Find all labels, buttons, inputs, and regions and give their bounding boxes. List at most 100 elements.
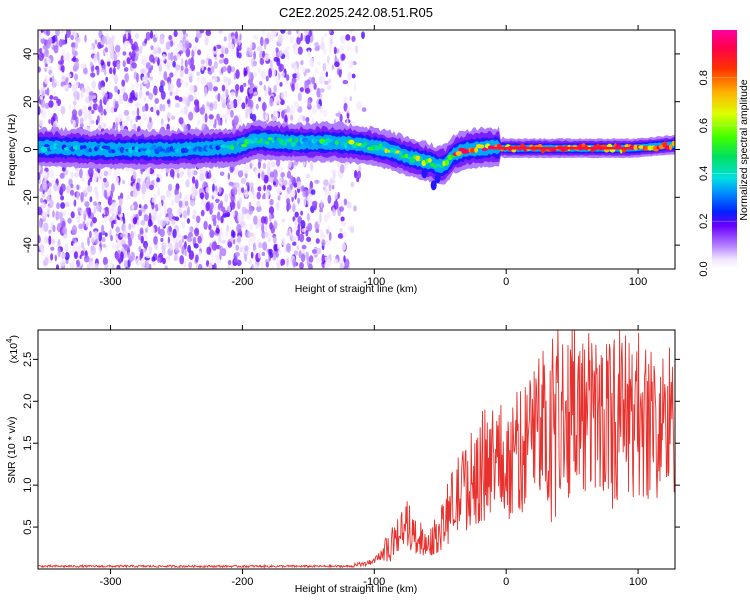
noise-cell — [210, 202, 214, 210]
noise-cell — [257, 172, 261, 179]
noise-cell — [307, 222, 313, 232]
x-tick-label: -200 — [231, 576, 253, 588]
noise-cell — [197, 263, 203, 269]
noise-cell — [137, 178, 141, 183]
noise-cell — [249, 112, 253, 120]
noise-cell — [111, 36, 114, 45]
noise-cell — [154, 98, 159, 104]
noise-cell — [173, 254, 179, 259]
noise-cell — [208, 224, 212, 231]
x-tick-label: 100 — [629, 576, 647, 588]
noise-cell — [249, 182, 254, 188]
noise-cell — [96, 202, 101, 212]
noise-cell — [175, 87, 179, 96]
noise-cell — [94, 186, 98, 195]
noise-cell — [51, 82, 57, 88]
noise-cell — [130, 119, 133, 125]
noise-cell — [300, 210, 303, 216]
ridge-cell — [671, 140, 675, 147]
noise-cell — [277, 195, 281, 201]
noise-cell — [191, 189, 195, 200]
ridge-cell — [455, 151, 462, 156]
noise-cell — [102, 96, 107, 104]
noise-cell — [305, 68, 311, 73]
noise-cell — [116, 264, 121, 269]
noise-cell — [292, 257, 297, 268]
noise-cell — [53, 102, 58, 112]
colorbar-tick-label: 0.6 — [698, 118, 710, 133]
noise-cell — [109, 67, 113, 75]
noise-cell — [78, 223, 84, 230]
noise-cell — [215, 227, 220, 234]
noise-cell — [211, 241, 218, 251]
noise-cell — [67, 217, 72, 224]
noise-cell — [149, 30, 154, 39]
noise-cell — [317, 61, 321, 66]
snr-y-axis-label: SNR (10 * v/v) — [6, 416, 18, 483]
colorbar-label: Normalized spectral amplitude — [738, 79, 750, 220]
noise-cell — [244, 70, 248, 76]
noise-cell — [339, 113, 343, 123]
noise-cell — [246, 230, 251, 239]
noise-cell — [86, 208, 90, 213]
noise-cell — [267, 85, 270, 93]
noise-cell — [145, 252, 151, 259]
noise-cell — [227, 241, 233, 248]
noise-cell — [219, 200, 223, 209]
noise-cell — [276, 263, 281, 269]
noise-cell — [180, 57, 184, 67]
noise-cell — [53, 96, 59, 101]
noise-cell — [276, 188, 282, 194]
noise-cell — [300, 59, 304, 66]
noise-cell — [70, 211, 75, 219]
noise-cell — [219, 171, 225, 177]
noise-cell — [209, 229, 215, 238]
ridge-cell — [450, 155, 456, 158]
noise-cell — [324, 240, 331, 247]
noise-cell — [273, 84, 277, 93]
noise-cell — [104, 232, 108, 237]
noise-cell — [119, 192, 124, 200]
ridge-cell — [40, 146, 47, 153]
noise-cell — [213, 61, 218, 69]
noise-cell — [257, 160, 261, 169]
noise-cell — [350, 181, 355, 188]
noise-cell — [291, 195, 294, 203]
noise-cell — [165, 41, 171, 51]
noise-cell — [256, 200, 261, 208]
noise-cell — [178, 200, 183, 208]
noise-cell — [249, 40, 253, 50]
noise-cell — [273, 220, 278, 230]
noise-cell — [168, 35, 172, 41]
noise-cell — [264, 224, 268, 232]
noise-cell — [44, 257, 49, 266]
noise-cell — [188, 261, 193, 269]
noise-cell — [139, 82, 143, 92]
noise-cell — [202, 266, 206, 269]
noise-cell — [79, 260, 83, 267]
snr-multiplier-close: ) — [8, 335, 20, 339]
ridge-cell — [43, 144, 50, 148]
snr-panel: -300 -200 -100 0 100 0.5 1.0 1.5 2.0 2.5 Height o… — [5, 325, 680, 595]
noise-cell — [293, 46, 299, 56]
noise-cell — [182, 210, 188, 219]
noise-cell — [353, 82, 357, 92]
noise-cell — [154, 243, 158, 251]
noise-cell — [219, 113, 226, 118]
noise-cell — [121, 79, 126, 87]
noise-cell — [289, 232, 293, 237]
ridge-cell — [82, 145, 87, 149]
colorbar-gradient — [712, 30, 737, 269]
y-tick-label: 40 — [22, 48, 34, 60]
noise-cell — [45, 89, 48, 95]
noise-cell — [194, 179, 199, 190]
noise-cell — [98, 58, 101, 65]
noise-cell — [104, 264, 109, 269]
noise-cell — [228, 78, 232, 86]
noise-cell — [241, 102, 246, 110]
noise-cell — [156, 109, 160, 115]
noise-cell — [151, 200, 155, 210]
noise-cell — [303, 197, 307, 207]
ridge-cell — [398, 151, 403, 156]
